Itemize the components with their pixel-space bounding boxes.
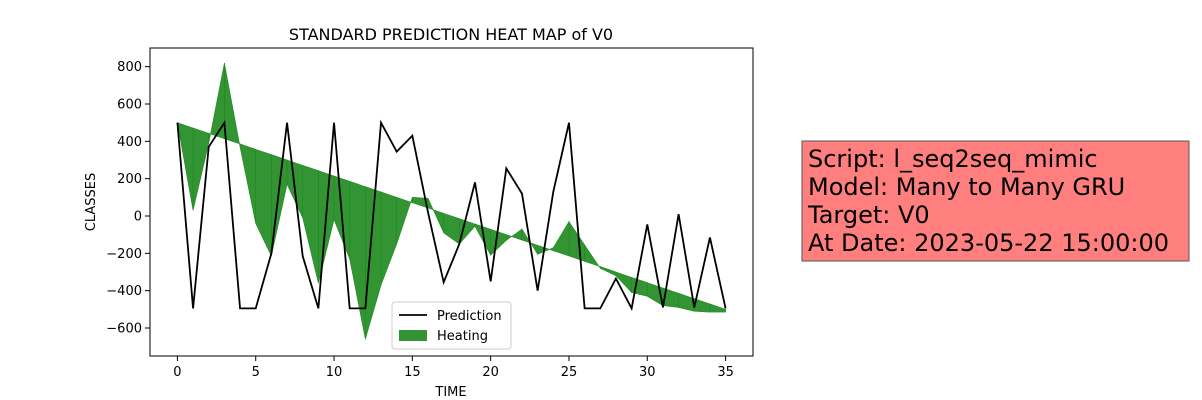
legend-label-heating: Heating [437, 329, 488, 344]
y-tick-label: −600 [106, 322, 142, 337]
x-tick-label: 10 [326, 365, 343, 380]
y-axis-title: CLASSES [84, 173, 99, 231]
heating-segment-34 [709, 303, 726, 313]
info-model-line: Model: Many to Many GRU [808, 173, 1125, 201]
x-tick-label: 15 [404, 365, 421, 380]
y-tick-label: 600 [117, 98, 142, 113]
y-tick-label: −400 [106, 284, 142, 299]
x-tick-label: 0 [173, 365, 181, 380]
legend-swatch-heating [399, 330, 427, 341]
x-tick-label: 30 [639, 365, 656, 380]
plot-area [149, 47, 754, 357]
info-box: Script: l_seq2seq_mimic Model: Many to M… [801, 140, 1190, 262]
x-tick-label: 25 [561, 365, 578, 380]
x-tick-label: 20 [482, 365, 499, 380]
info-box-background [801, 140, 1190, 262]
y-tick-label: 200 [117, 172, 142, 187]
x-tick-label: 5 [252, 365, 260, 380]
y-tick-label: −200 [106, 247, 142, 262]
heating-series [177, 62, 726, 340]
legend: Prediction Heating [391, 301, 512, 350]
info-script-line: Script: l_seq2seq_mimic [808, 145, 1098, 173]
x-axis-title: TIME [434, 385, 466, 400]
x-tick-label: 35 [717, 365, 734, 380]
info-target-line: Target: V0 [807, 201, 930, 229]
x-axis: 0 5 10 15 20 25 30 35 [173, 356, 734, 380]
plot-frame [149, 47, 754, 357]
info-date-line: At Date: 2023-05-22 15:00:00 [808, 229, 1169, 257]
y-tick-label: 800 [117, 60, 142, 75]
y-tick-label: 0 [134, 210, 142, 225]
legend-label-prediction: Prediction [437, 309, 502, 324]
chart-title: STANDARD PREDICTION HEAT MAP of V0 [289, 25, 613, 44]
y-tick-label: 400 [117, 135, 142, 150]
y-axis: −600 −400 −200 0 200 400 600 800 [106, 60, 150, 337]
prediction-series-line [176, 119, 727, 312]
